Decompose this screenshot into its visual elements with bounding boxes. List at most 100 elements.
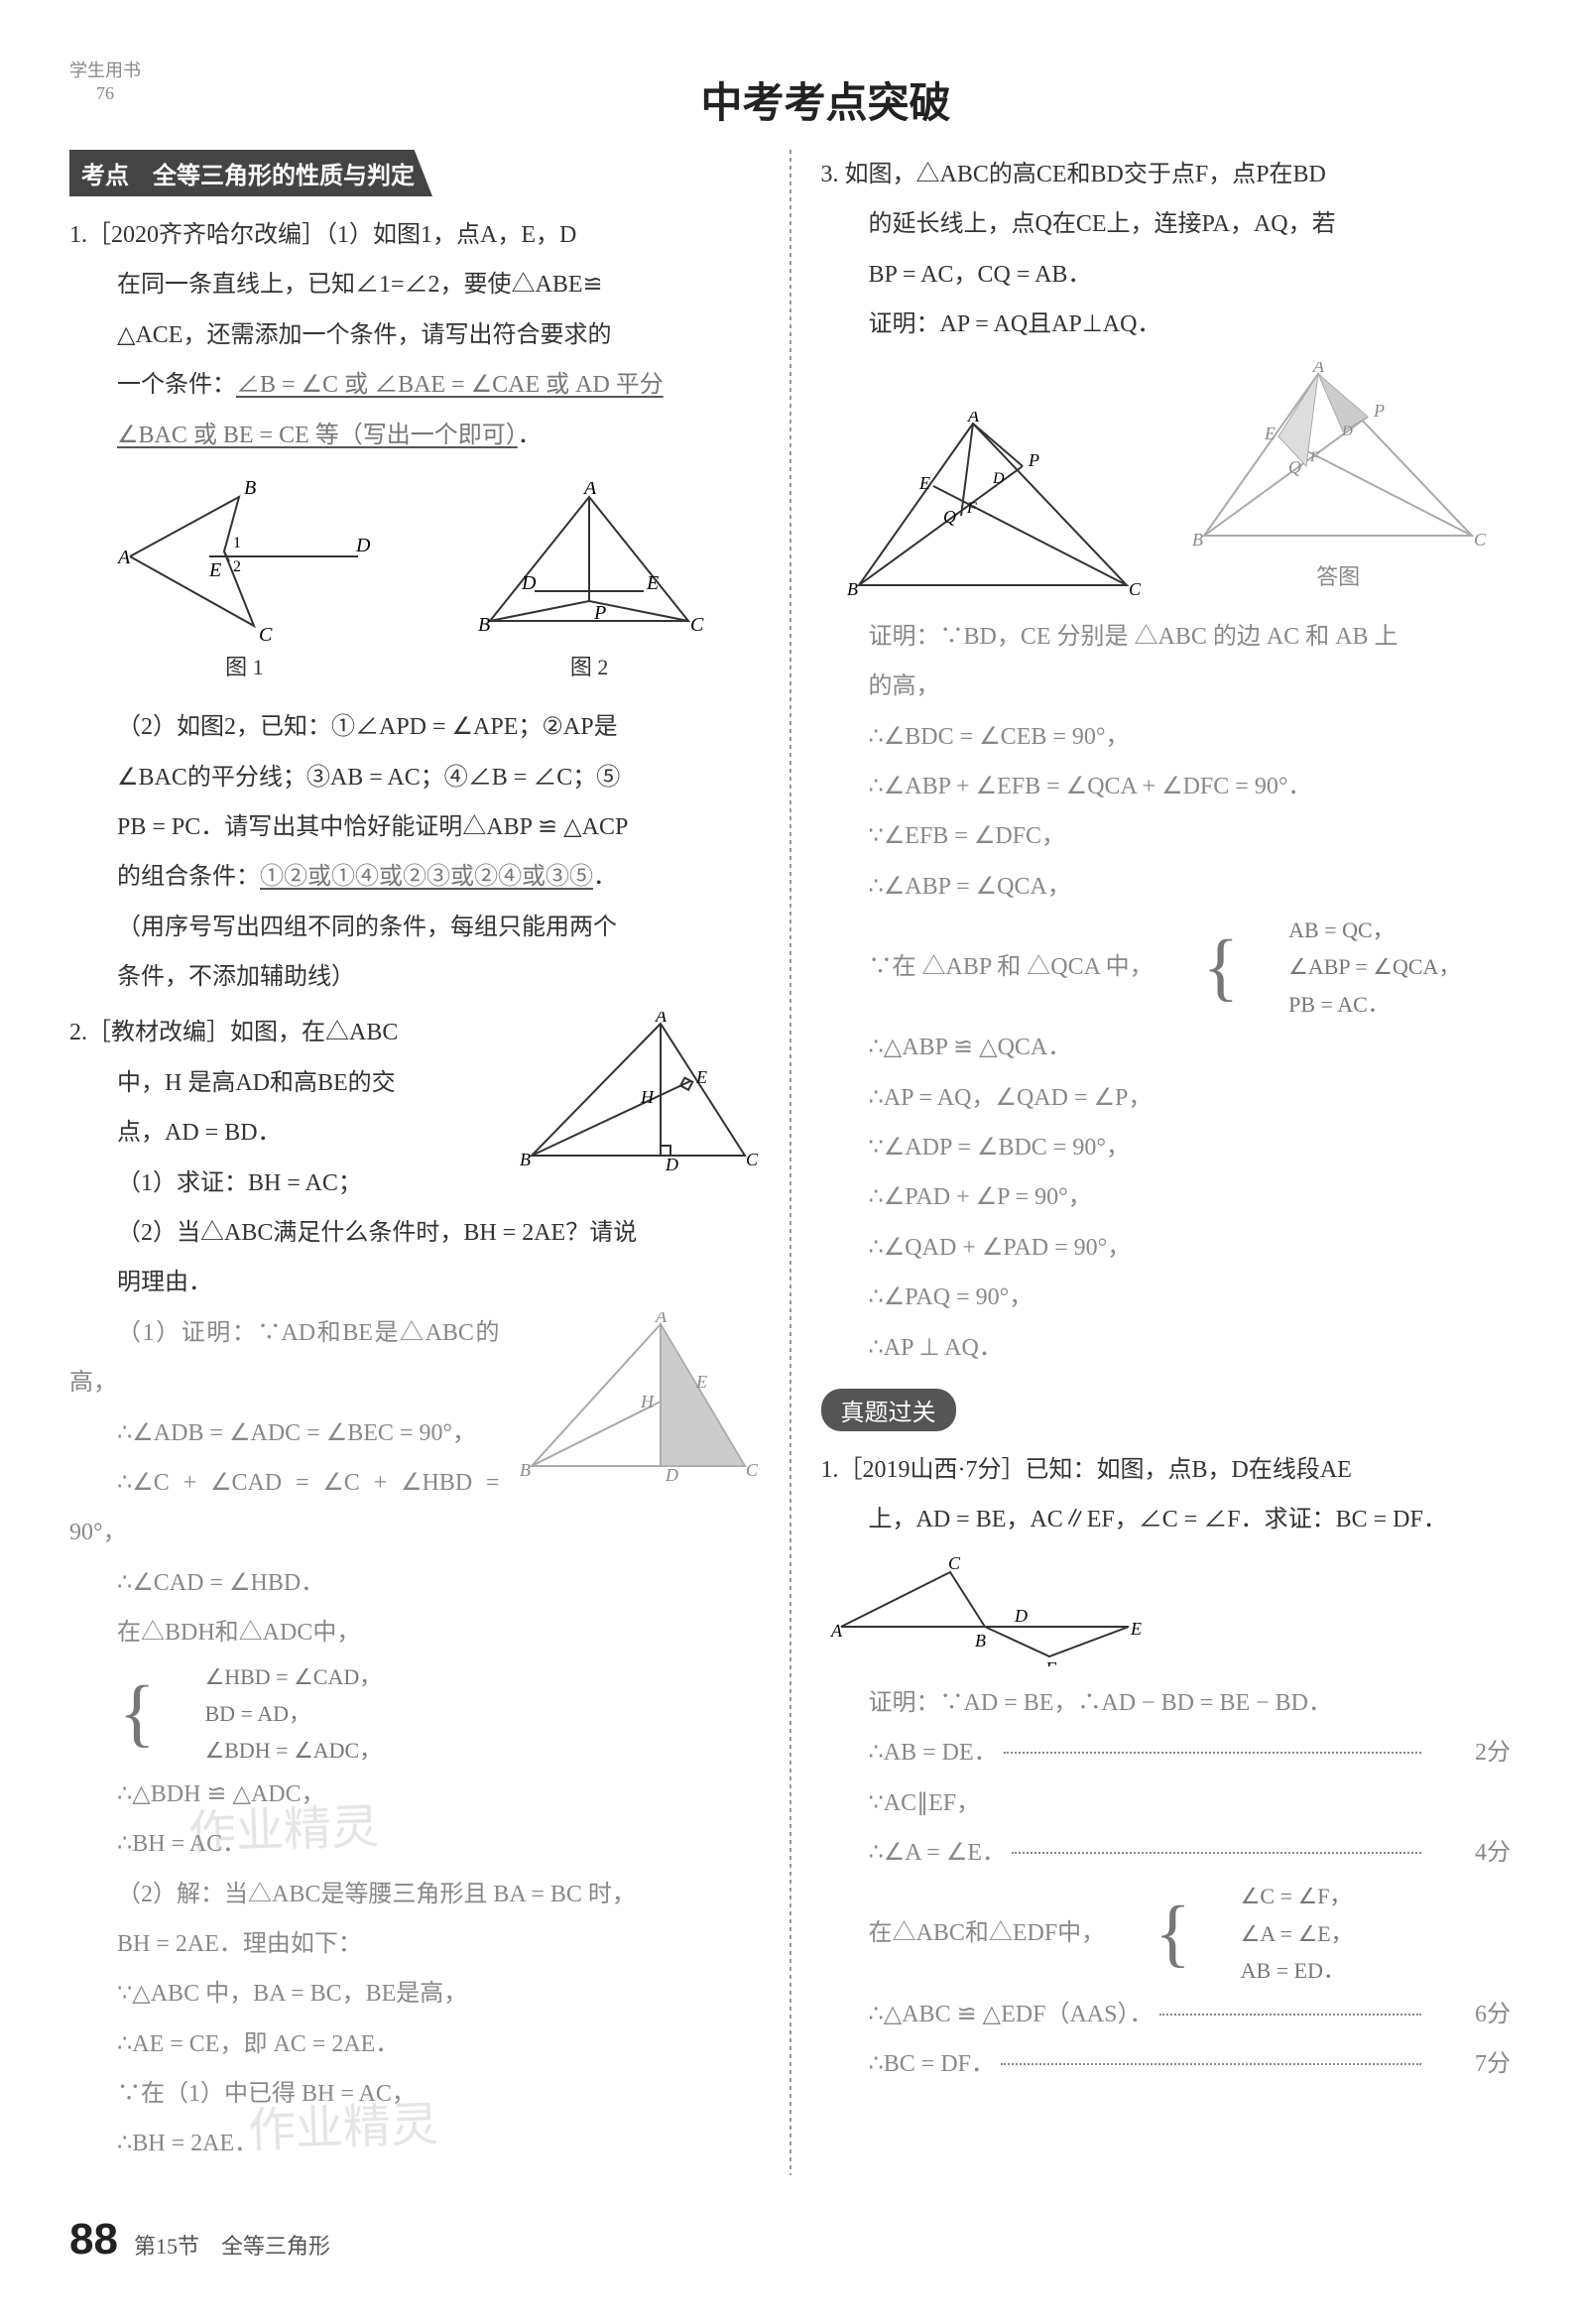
p4-sol: ∵AC∥EF， <box>821 1778 1512 1828</box>
p3-line: 3. 如图，△ABC的高CE和BD交于点F，点P在BD <box>821 150 1512 199</box>
p1-part2: （用序号写出四组不同的条件，每组只能用两个 <box>69 903 760 952</box>
svg-text:A: A <box>967 412 980 426</box>
svg-text:B: B <box>520 1150 531 1169</box>
p1-line: 在同一条直线上，已知∠1=∠2，要使△ABE≌ <box>69 260 760 309</box>
p4-score: ∴△ABC ≌ △EDF（AAS）． 6分 <box>821 1990 1512 2039</box>
page-header: 学生用书 76 中考考点突破 <box>69 60 1511 130</box>
svg-text:A: A <box>655 1312 668 1326</box>
brace-line: PB = AC． <box>1241 986 1460 1023</box>
svg-text:A: A <box>830 1621 843 1641</box>
page-number: 88 <box>69 2215 118 2264</box>
p1-prefix: 一个条件： <box>117 372 236 398</box>
score-left: ∴∠A = ∠E． <box>821 1828 1007 1878</box>
p4-score: ∴BC = DF． 7分 <box>821 2039 1512 2089</box>
brace-line: AB = QC， <box>1241 912 1460 948</box>
svg-text:D: D <box>355 535 371 556</box>
score-left: ∴△ABC ≌ △EDF（AAS）． <box>821 1990 1154 2039</box>
p1-part2-prefix: 的组合条件： <box>117 864 260 890</box>
p3-sol: ∴∠ABP + ∠EFB = ∠QCA + ∠DFC = 90°． <box>821 762 1512 811</box>
triangle-fig2-svg: A B C D E P <box>460 482 718 641</box>
section-header: 考点 全等三角形的性质与判定 <box>69 150 432 196</box>
triangle-p3b-svg: A B C P E Q D F <box>1189 362 1487 550</box>
p1-line: △ACE，还需添加一个条件，请写出符合要求的 <box>69 310 760 360</box>
p4-line: 上，AD = BE，AC∥EF，∠C = ∠F．求证：BC = DF． <box>821 1495 1512 1544</box>
svg-text:C: C <box>1474 530 1487 550</box>
right-column: 3. 如图，△ABC的高CE和BD交于点F，点P在BD 的延长线上，点Q在CE上… <box>821 150 1512 2175</box>
svg-text:H: H <box>640 1392 655 1411</box>
svg-text:B: B <box>1192 530 1203 550</box>
svg-text:F: F <box>1044 1658 1057 1666</box>
score-left: ∴BC = DF． <box>821 2039 996 2089</box>
figure-row-1: A B C D E 1 2 图 1 <box>69 472 760 690</box>
triangle-fig1-svg: A B C D E 1 2 <box>110 472 378 641</box>
p3-line: 证明：AP = AQ且AP⊥AQ． <box>821 300 1512 349</box>
svg-text:D: D <box>992 470 1005 487</box>
brace-content: ∠C = ∠F， ∠A = ∠E， AB = ED． <box>1193 1878 1353 1989</box>
p3-sol: ∵∠EFB = ∠DFC， <box>821 811 1512 861</box>
svg-text:F: F <box>1309 449 1320 465</box>
figure-row-p3: A B C P D E Q F <box>821 362 1512 600</box>
problem-1: 1.［2020齐齐哈尔改编］（1）如图1，点A，E，D 在同一条直线上，已知∠1… <box>69 210 760 1002</box>
column-divider <box>790 150 791 2175</box>
p1-part2: 的组合条件：①②或①④或②③或②④或③⑤． <box>69 852 760 902</box>
svg-text:A: A <box>655 1012 668 1026</box>
brace-line: ∠HBD = ∠CAD， <box>157 1658 381 1695</box>
left-column: 考点 全等三角形的性质与判定 1.［2020齐齐哈尔改编］（1）如图1，点A，E… <box>69 150 760 2175</box>
svg-text:D: D <box>665 1465 678 1481</box>
triangle-p2-svg: A B C D E H <box>512 1012 760 1170</box>
p3-answer-label: 答图 <box>1189 554 1487 600</box>
svg-text:F: F <box>966 500 977 517</box>
p1-part2: 条件，不添加辅助线） <box>69 952 760 1002</box>
svg-text:P: P <box>1028 450 1039 470</box>
dots-icon <box>1004 1752 1421 1754</box>
p2-sol: BH = 2AE．理由如下： <box>69 1919 760 1969</box>
p2-sol: ∴△BDH ≌ △ADC， <box>69 1770 760 1819</box>
p4-sol: 证明：∵AD = BE，∴AD − BD = BE − BD． <box>821 1678 1512 1728</box>
fig2-label: 图 2 <box>460 645 718 690</box>
svg-text:C: C <box>746 1460 759 1480</box>
problem-3: 3. 如图，△ABC的高CE和BD交于点F，点P在BD 的延长线上，点Q在CE上… <box>821 150 1512 1373</box>
svg-text:P: P <box>1373 401 1385 421</box>
p2-sol: ∵△ABC 中，BA = BC，BE是高， <box>69 1969 760 2018</box>
p3-sol: ∴AP = AQ，∠QAD = ∠P， <box>821 1073 1512 1123</box>
brace-icon: { <box>71 1683 155 1744</box>
p1-line: 1.［2020齐齐哈尔改编］（1）如图1，点A，E，D <box>69 210 760 260</box>
svg-text:A: A <box>1312 362 1325 376</box>
figure-1: A B C D E 1 2 图 1 <box>110 472 378 690</box>
p2-sol: ∴∠CAD = ∠HBD． <box>69 1558 760 1608</box>
p1-line: ∠BAC 或 BE = CE 等（写出一个即可）． <box>69 411 760 460</box>
p4-score: ∴AB = DE． 2分 <box>821 1728 1512 1777</box>
svg-text:C: C <box>259 624 273 641</box>
figure-p3a: A B C P D E Q F <box>844 412 1142 600</box>
svg-text:D: D <box>1014 1606 1028 1626</box>
main-title: 中考考点突破 <box>141 69 1511 130</box>
score-right: 2分 <box>1427 1728 1511 1777</box>
p3-sol: ∴∠PAD + ∠P = 90°， <box>821 1172 1512 1222</box>
p2-line: 明理由． <box>69 1258 760 1307</box>
svg-text:C: C <box>746 1150 759 1169</box>
p1-ans3: ①②或①④或②③或②④或③⑤ <box>260 864 593 890</box>
svg-text:B: B <box>478 614 490 636</box>
figure-p3b: A B C P E Q D F 答图 <box>1189 362 1487 600</box>
figure-p2-gray: A B C D E H <box>512 1312 760 1481</box>
triangle-p2b-svg: A B C D E H <box>512 1312 760 1481</box>
corner-text-1: 学生用书 <box>69 60 141 82</box>
p3-brace-row: ∵在 △ABP 和 △QCA 中， { AB = QC， ∠ABP = ∠QCA… <box>821 912 1512 1023</box>
p2-sol: （2）解：当△ABC是等腰三角形且 BA = BC 时， <box>69 1870 760 1919</box>
brace-line: ∠BDH = ∠ADC， <box>157 1732 381 1769</box>
svg-text:H: H <box>640 1087 655 1107</box>
p2-sol: ∴BH = 2AE． <box>69 2119 760 2168</box>
dots-icon <box>1001 2063 1421 2065</box>
p1-part2: PB = PC．请写出其中恰好能证明△ABP ≌ △ACP <box>69 802 760 852</box>
p2-sol: 在△BDH和△ADC中， <box>69 1608 760 1657</box>
p1-answer: ∠BAC 或 BE = CE 等（写出一个即可） <box>117 423 518 448</box>
p3-sol: ∴AP ⊥ AQ． <box>821 1323 1512 1373</box>
figure-p4: A B C D E F <box>821 1557 1512 1666</box>
brace-icon: { <box>1107 1903 1190 1964</box>
p3-sol: ∵∠ADP = ∠BDC = 90°， <box>821 1123 1512 1172</box>
dots-icon <box>1012 1852 1421 1854</box>
svg-text:E: E <box>918 473 930 493</box>
pill-header: 真题过关 <box>821 1389 956 1431</box>
brace-content: AB = QC， ∠ABP = ∠QCA， PB = AC． <box>1241 912 1460 1023</box>
svg-text:C: C <box>690 614 704 636</box>
